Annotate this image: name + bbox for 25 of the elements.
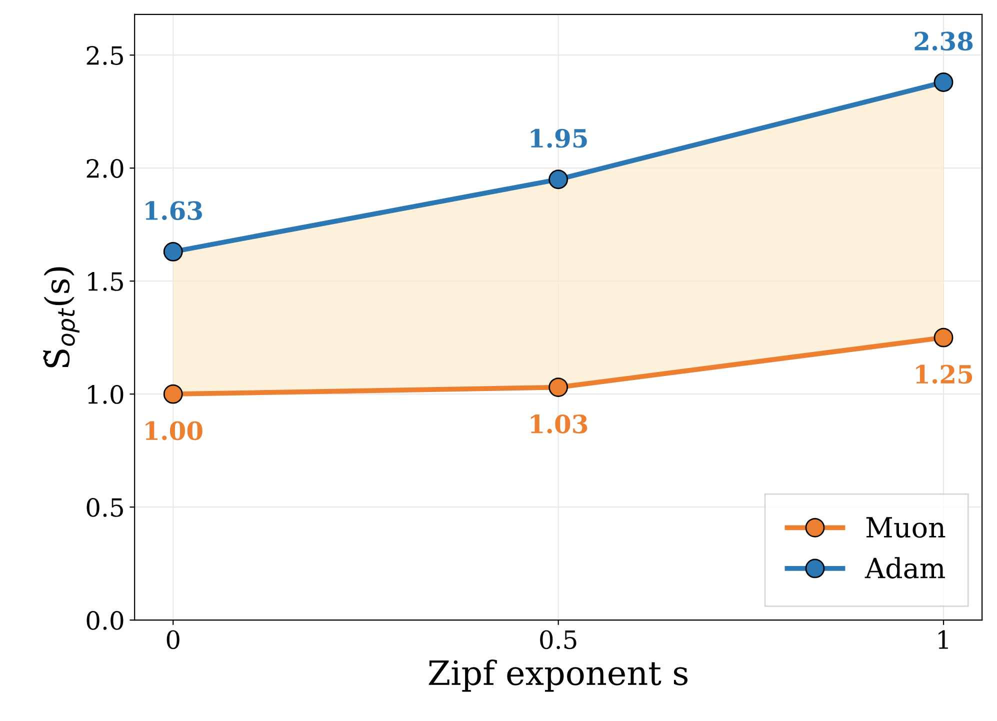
x-tick-label: 0.5: [540, 630, 576, 650]
data-label: 1.25: [916, 364, 972, 384]
point: [548, 170, 568, 190]
y-tick-label: 2.5: [86, 46, 123, 65]
point: [548, 378, 568, 398]
point: [163, 384, 183, 404]
data-label: 1.95: [530, 128, 587, 148]
point: [934, 328, 954, 348]
x-tick-label: 0: [166, 630, 180, 650]
y-tick-label: 0.5: [86, 498, 123, 517]
y-tick-label: 0.0: [86, 611, 124, 630]
data-label: 1.00: [146, 421, 202, 440]
x-tick-label: 1: [938, 630, 948, 649]
y-tick-label: 2.0: [86, 159, 124, 178]
legend-label: Muon: [866, 517, 946, 538]
y-axis-title: S̃$_{opt}$(s): [43, 267, 80, 368]
point: [934, 72, 954, 92]
x-axis-title: Zipf exponent s: [428, 660, 688, 692]
data-label: 1.03: [530, 414, 588, 434]
legend-label: Adam: [864, 557, 945, 579]
data-label: 2.38: [914, 32, 973, 51]
data-label: 1.63: [146, 201, 202, 220]
y-tick-label: 1.5: [88, 272, 123, 291]
point: [163, 242, 183, 262]
y-tick-label: 1.0: [88, 385, 124, 404]
